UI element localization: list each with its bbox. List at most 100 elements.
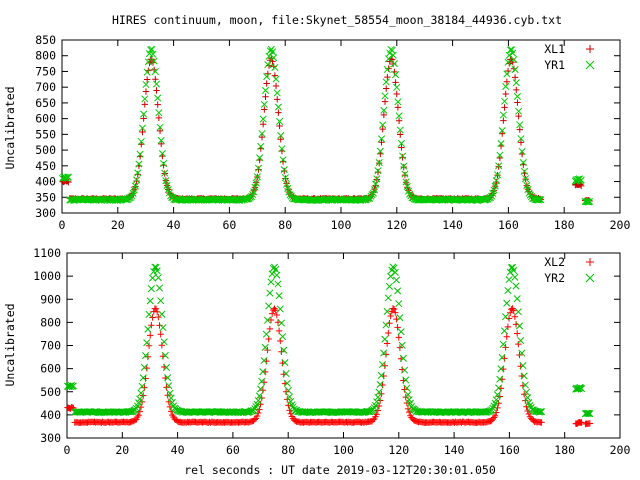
data-point (517, 139, 525, 146)
data-point (393, 90, 400, 98)
data-point (491, 182, 499, 190)
data-point (373, 175, 381, 183)
data-point (389, 51, 397, 59)
x-tick-label: 120 (386, 218, 407, 232)
data-point (259, 115, 267, 123)
data-point (143, 364, 150, 372)
data-point (521, 381, 529, 389)
y-tick-label: 1000 (33, 269, 61, 283)
data-point (263, 73, 271, 81)
data-point (143, 68, 151, 76)
data-point (491, 412, 499, 420)
data-point (514, 308, 522, 316)
data-point (157, 297, 165, 305)
data-point (142, 80, 150, 89)
data-point (255, 166, 262, 173)
data-point (268, 48, 277, 56)
data-point (130, 186, 138, 194)
y-tick-label: 600 (40, 362, 61, 376)
data-point (64, 173, 72, 181)
data-point (161, 169, 169, 177)
data-point (155, 109, 163, 117)
data-point (399, 154, 406, 161)
data-point (518, 147, 526, 156)
data-point (135, 160, 143, 168)
data-point (134, 171, 141, 178)
data-point (254, 396, 262, 405)
data-point (278, 348, 285, 355)
data-point (392, 276, 400, 284)
x-tick-label: 20 (111, 218, 125, 232)
data-point (276, 122, 283, 130)
data-point (255, 392, 263, 400)
data-point (141, 384, 148, 391)
data-point (492, 177, 500, 185)
data-point (525, 410, 533, 418)
data-point (139, 128, 146, 136)
data-point (510, 55, 518, 64)
data-point (585, 409, 593, 417)
data-point (275, 109, 282, 116)
data-point (271, 305, 278, 312)
legend-label: XL2 (544, 255, 565, 269)
y-tick-label: 300 (40, 431, 61, 445)
x-tick-label: 100 (331, 218, 352, 232)
data-point (280, 346, 288, 354)
data-point (149, 50, 157, 58)
data-point (374, 168, 382, 176)
legend-marker (585, 273, 595, 283)
data-point (536, 408, 544, 416)
data-point (259, 121, 267, 128)
data-point (167, 394, 175, 402)
data-point (522, 175, 530, 183)
data-point (149, 314, 156, 321)
data-point (373, 398, 381, 406)
data-point (136, 150, 144, 158)
data-point (272, 265, 280, 273)
data-point (158, 150, 166, 158)
data-point (525, 189, 533, 197)
data-point (275, 292, 283, 300)
data-point (500, 117, 507, 124)
data-point (161, 351, 169, 360)
data-point (504, 323, 512, 331)
data-point (520, 372, 528, 380)
data-point (268, 310, 276, 317)
x-tick-label: 200 (610, 443, 631, 457)
data-point (392, 71, 400, 79)
data-point (381, 335, 389, 343)
data-point (152, 80, 161, 88)
data-point (518, 349, 526, 357)
data-point (266, 289, 274, 297)
x-tick-label: 80 (281, 443, 295, 457)
data-point (538, 419, 545, 426)
data-point (394, 324, 401, 331)
y-tick-label: 450 (35, 159, 56, 173)
data-point (517, 336, 525, 345)
data-point (400, 162, 408, 170)
data-point (275, 327, 283, 335)
data-point (516, 126, 523, 133)
data-point (394, 104, 402, 111)
series-YR2 (63, 263, 594, 418)
legend-marker (585, 60, 595, 70)
y-tick-label: 800 (35, 49, 56, 63)
data-point (160, 160, 168, 168)
data-point (586, 410, 594, 418)
data-point (578, 419, 585, 426)
x-tick-label: 140 (444, 443, 465, 457)
data-point (493, 178, 500, 186)
data-point (396, 314, 404, 322)
series-XL1 (59, 55, 593, 205)
x-axis-label: rel seconds : UT date 2019-03-12T20:30:0… (184, 463, 496, 477)
y-tick-label: 300 (35, 206, 56, 220)
data-point (372, 182, 379, 189)
data-point (141, 95, 149, 103)
data-point (370, 186, 379, 194)
data-point (383, 307, 391, 316)
data-point (256, 385, 265, 393)
data-point (382, 321, 390, 329)
data-point (267, 278, 275, 286)
chart-title: HIRES continuum, moon, file:Skynet_58554… (112, 13, 562, 27)
data-point (256, 154, 264, 162)
